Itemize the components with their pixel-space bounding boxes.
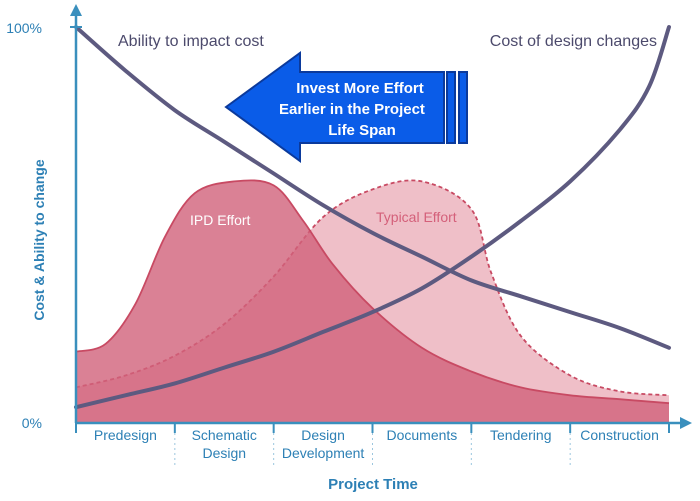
arrow-text-line-3: Life Span	[328, 122, 396, 139]
arrow-text-line-2: Earlier in the Project	[279, 101, 425, 118]
y-axis-arrowhead	[70, 4, 82, 16]
arrow-shape	[224, 51, 445, 163]
line-cost-of-design-changes	[74, 25, 671, 410]
x-ticks	[75, 423, 670, 465]
y-tick-label-top: 100%	[6, 20, 42, 36]
x-tick-label: Tendering	[490, 427, 552, 443]
x-tick-label: Development	[282, 445, 365, 461]
series-label-cost-of-design-changes: Cost of design changes	[490, 33, 657, 50]
y-axis-title: Cost & Ability to change	[31, 159, 47, 320]
arrow-stripe-1	[446, 71, 456, 144]
x-tick-label: Design	[301, 427, 345, 443]
series-label-ipd-effort: IPD Effort	[190, 212, 251, 228]
cost-lines	[74, 25, 671, 410]
x-axis-title: Project Time	[328, 476, 418, 493]
x-tick-label: Documents	[387, 427, 458, 443]
area-fill-ipd-effort	[76, 180, 669, 423]
series-label-ability-to-impact-cost: Ability to impact cost	[118, 33, 264, 50]
y-tick-label-bottom: 0%	[22, 415, 42, 431]
effort-areas	[75, 179, 670, 423]
x-tick-label: Schematic	[192, 427, 257, 443]
axes	[70, 4, 692, 465]
area-outline-ipd-effort	[75, 179, 670, 405]
x-tick-label: Construction	[580, 427, 659, 443]
x-tick-label: Predesign	[94, 427, 157, 443]
x-category-labels: Predesign Schematic Design Design Developmen…	[94, 427, 659, 461]
x-tick-label: Design	[202, 445, 246, 461]
arrow-text-line-1: Invest More Effort	[296, 80, 424, 97]
arrow-stripe-2	[458, 71, 468, 144]
labels: 100% 0% Cost & Ability to change Project…	[6, 20, 659, 493]
invest-effort-arrow: Invest More Effort Earlier in the Projec…	[224, 51, 468, 163]
series-label-typical-effort: Typical Effort	[376, 209, 457, 225]
line-ability-to-impact-cost	[74, 25, 671, 350]
x-axis-arrowhead	[680, 417, 692, 429]
